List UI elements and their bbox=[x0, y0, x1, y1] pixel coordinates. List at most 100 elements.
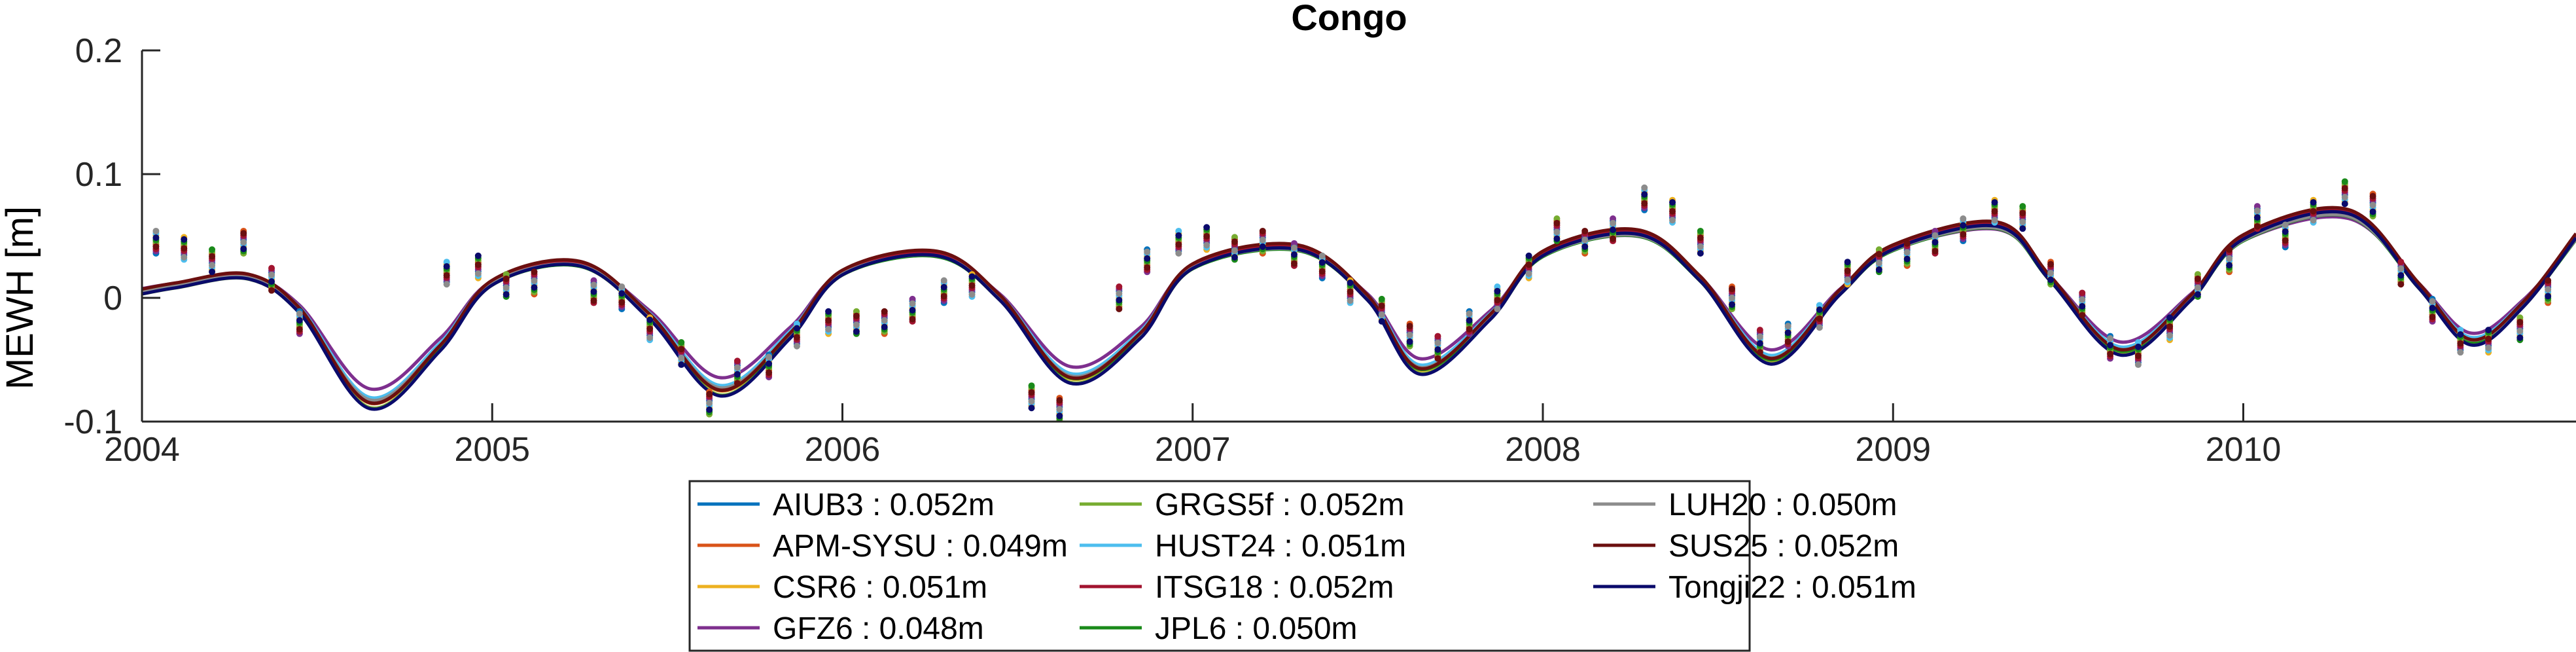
data-point bbox=[2516, 327, 2524, 335]
data-point bbox=[2134, 343, 2142, 350]
data-point bbox=[2545, 286, 2552, 293]
data-point bbox=[2079, 312, 2086, 319]
data-point bbox=[2134, 352, 2142, 359]
data-point bbox=[1581, 243, 1589, 250]
data-point bbox=[1231, 238, 1238, 245]
data-point bbox=[443, 263, 450, 270]
data-point bbox=[940, 293, 947, 300]
series-line-apm-sysu bbox=[142, 212, 2576, 400]
data-point bbox=[881, 323, 888, 331]
data-point bbox=[1641, 190, 1648, 198]
data-point bbox=[2282, 237, 2289, 244]
data-point bbox=[2194, 284, 2201, 291]
data-point bbox=[474, 270, 482, 277]
series-line-hust24 bbox=[142, 210, 2576, 400]
data-point bbox=[706, 399, 713, 407]
data-point bbox=[2341, 194, 2348, 201]
data-point bbox=[296, 317, 303, 324]
data-point bbox=[1844, 259, 1851, 266]
data-point bbox=[1756, 333, 1763, 340]
data-point bbox=[1903, 255, 1911, 263]
monthly-points bbox=[152, 178, 2552, 422]
data-point bbox=[296, 310, 303, 317]
data-point bbox=[2457, 349, 2464, 356]
data-point bbox=[2226, 246, 2233, 253]
x-tick-label: 2009 bbox=[1855, 431, 1931, 469]
data-point bbox=[1991, 208, 1998, 215]
data-point bbox=[1056, 412, 1063, 420]
data-point bbox=[825, 308, 832, 315]
data-point bbox=[1466, 317, 1473, 324]
data-point bbox=[209, 268, 216, 276]
data-point bbox=[152, 243, 160, 250]
data-point bbox=[646, 316, 654, 323]
data-point bbox=[2019, 225, 2026, 232]
data-point bbox=[1960, 230, 1967, 238]
legend-label: LUH20 : 0.050m bbox=[1668, 488, 1897, 522]
data-point bbox=[733, 380, 741, 387]
data-point bbox=[2516, 334, 2524, 341]
data-point bbox=[2457, 340, 2464, 347]
data-point bbox=[1466, 310, 1473, 317]
data-point bbox=[2107, 342, 2114, 349]
data-point bbox=[1784, 323, 1791, 330]
data-point bbox=[1610, 226, 1617, 234]
series-curves bbox=[142, 206, 2576, 411]
data-point bbox=[2310, 208, 2317, 215]
data-point bbox=[1175, 232, 1182, 239]
data-point bbox=[1697, 249, 1704, 257]
data-point bbox=[2019, 218, 2026, 225]
data-point bbox=[1581, 236, 1589, 244]
x-tick-label: 2005 bbox=[454, 431, 530, 469]
data-point bbox=[1056, 406, 1063, 413]
data-point bbox=[1116, 283, 1123, 290]
data-point bbox=[2369, 202, 2376, 209]
data-point bbox=[1669, 217, 1676, 224]
data-point bbox=[1875, 259, 1882, 266]
data-point bbox=[152, 227, 160, 234]
data-point bbox=[1816, 306, 1823, 314]
legend: AIUB3 : 0.052m APM-SYSU : 0.049m CSR6 : 0.… bbox=[688, 480, 1916, 652]
data-point bbox=[2107, 350, 2114, 357]
data-point bbox=[766, 360, 773, 367]
data-point bbox=[1729, 285, 1736, 293]
data-point bbox=[1347, 279, 1354, 286]
data-point bbox=[1991, 199, 1998, 206]
x-tick-label: 2010 bbox=[2206, 431, 2282, 469]
data-point bbox=[1434, 346, 1441, 353]
data-point bbox=[2457, 331, 2464, 338]
legend-label: Tongji22 : 0.051m bbox=[1668, 570, 1916, 605]
data-point bbox=[2429, 304, 2436, 312]
data-point bbox=[443, 281, 450, 288]
data-point bbox=[1610, 219, 1617, 226]
legend-label: GFZ6 : 0.048m bbox=[773, 611, 984, 646]
data-point bbox=[2253, 207, 2261, 214]
data-point bbox=[2079, 289, 2086, 297]
data-point bbox=[531, 268, 538, 276]
data-point bbox=[1669, 208, 1676, 215]
data-point bbox=[503, 275, 510, 282]
data-point bbox=[706, 391, 713, 398]
data-point bbox=[1641, 184, 1648, 191]
data-point bbox=[181, 254, 188, 261]
data-point bbox=[2545, 293, 2552, 300]
data-point bbox=[1434, 333, 1441, 340]
plot-area: -0.1 0 0.1 0.2 2004 2005 2006 2007 2008 2009 2010 bbox=[63, 32, 2576, 469]
data-point bbox=[2079, 296, 2086, 303]
data-point bbox=[2134, 361, 2142, 369]
data-point bbox=[2485, 327, 2492, 334]
x-tick-label: 2006 bbox=[805, 431, 881, 469]
data-point bbox=[2516, 319, 2524, 326]
data-point bbox=[1144, 255, 1151, 262]
data-point bbox=[2047, 261, 2055, 268]
data-point bbox=[2253, 223, 2261, 230]
data-point bbox=[2429, 314, 2436, 321]
data-point bbox=[2397, 272, 2405, 279]
data-point bbox=[1784, 329, 1791, 336]
data-point bbox=[268, 271, 275, 278]
data-point bbox=[268, 278, 275, 285]
data-point bbox=[793, 334, 800, 341]
data-point bbox=[1144, 248, 1151, 255]
data-point bbox=[1784, 338, 1791, 345]
